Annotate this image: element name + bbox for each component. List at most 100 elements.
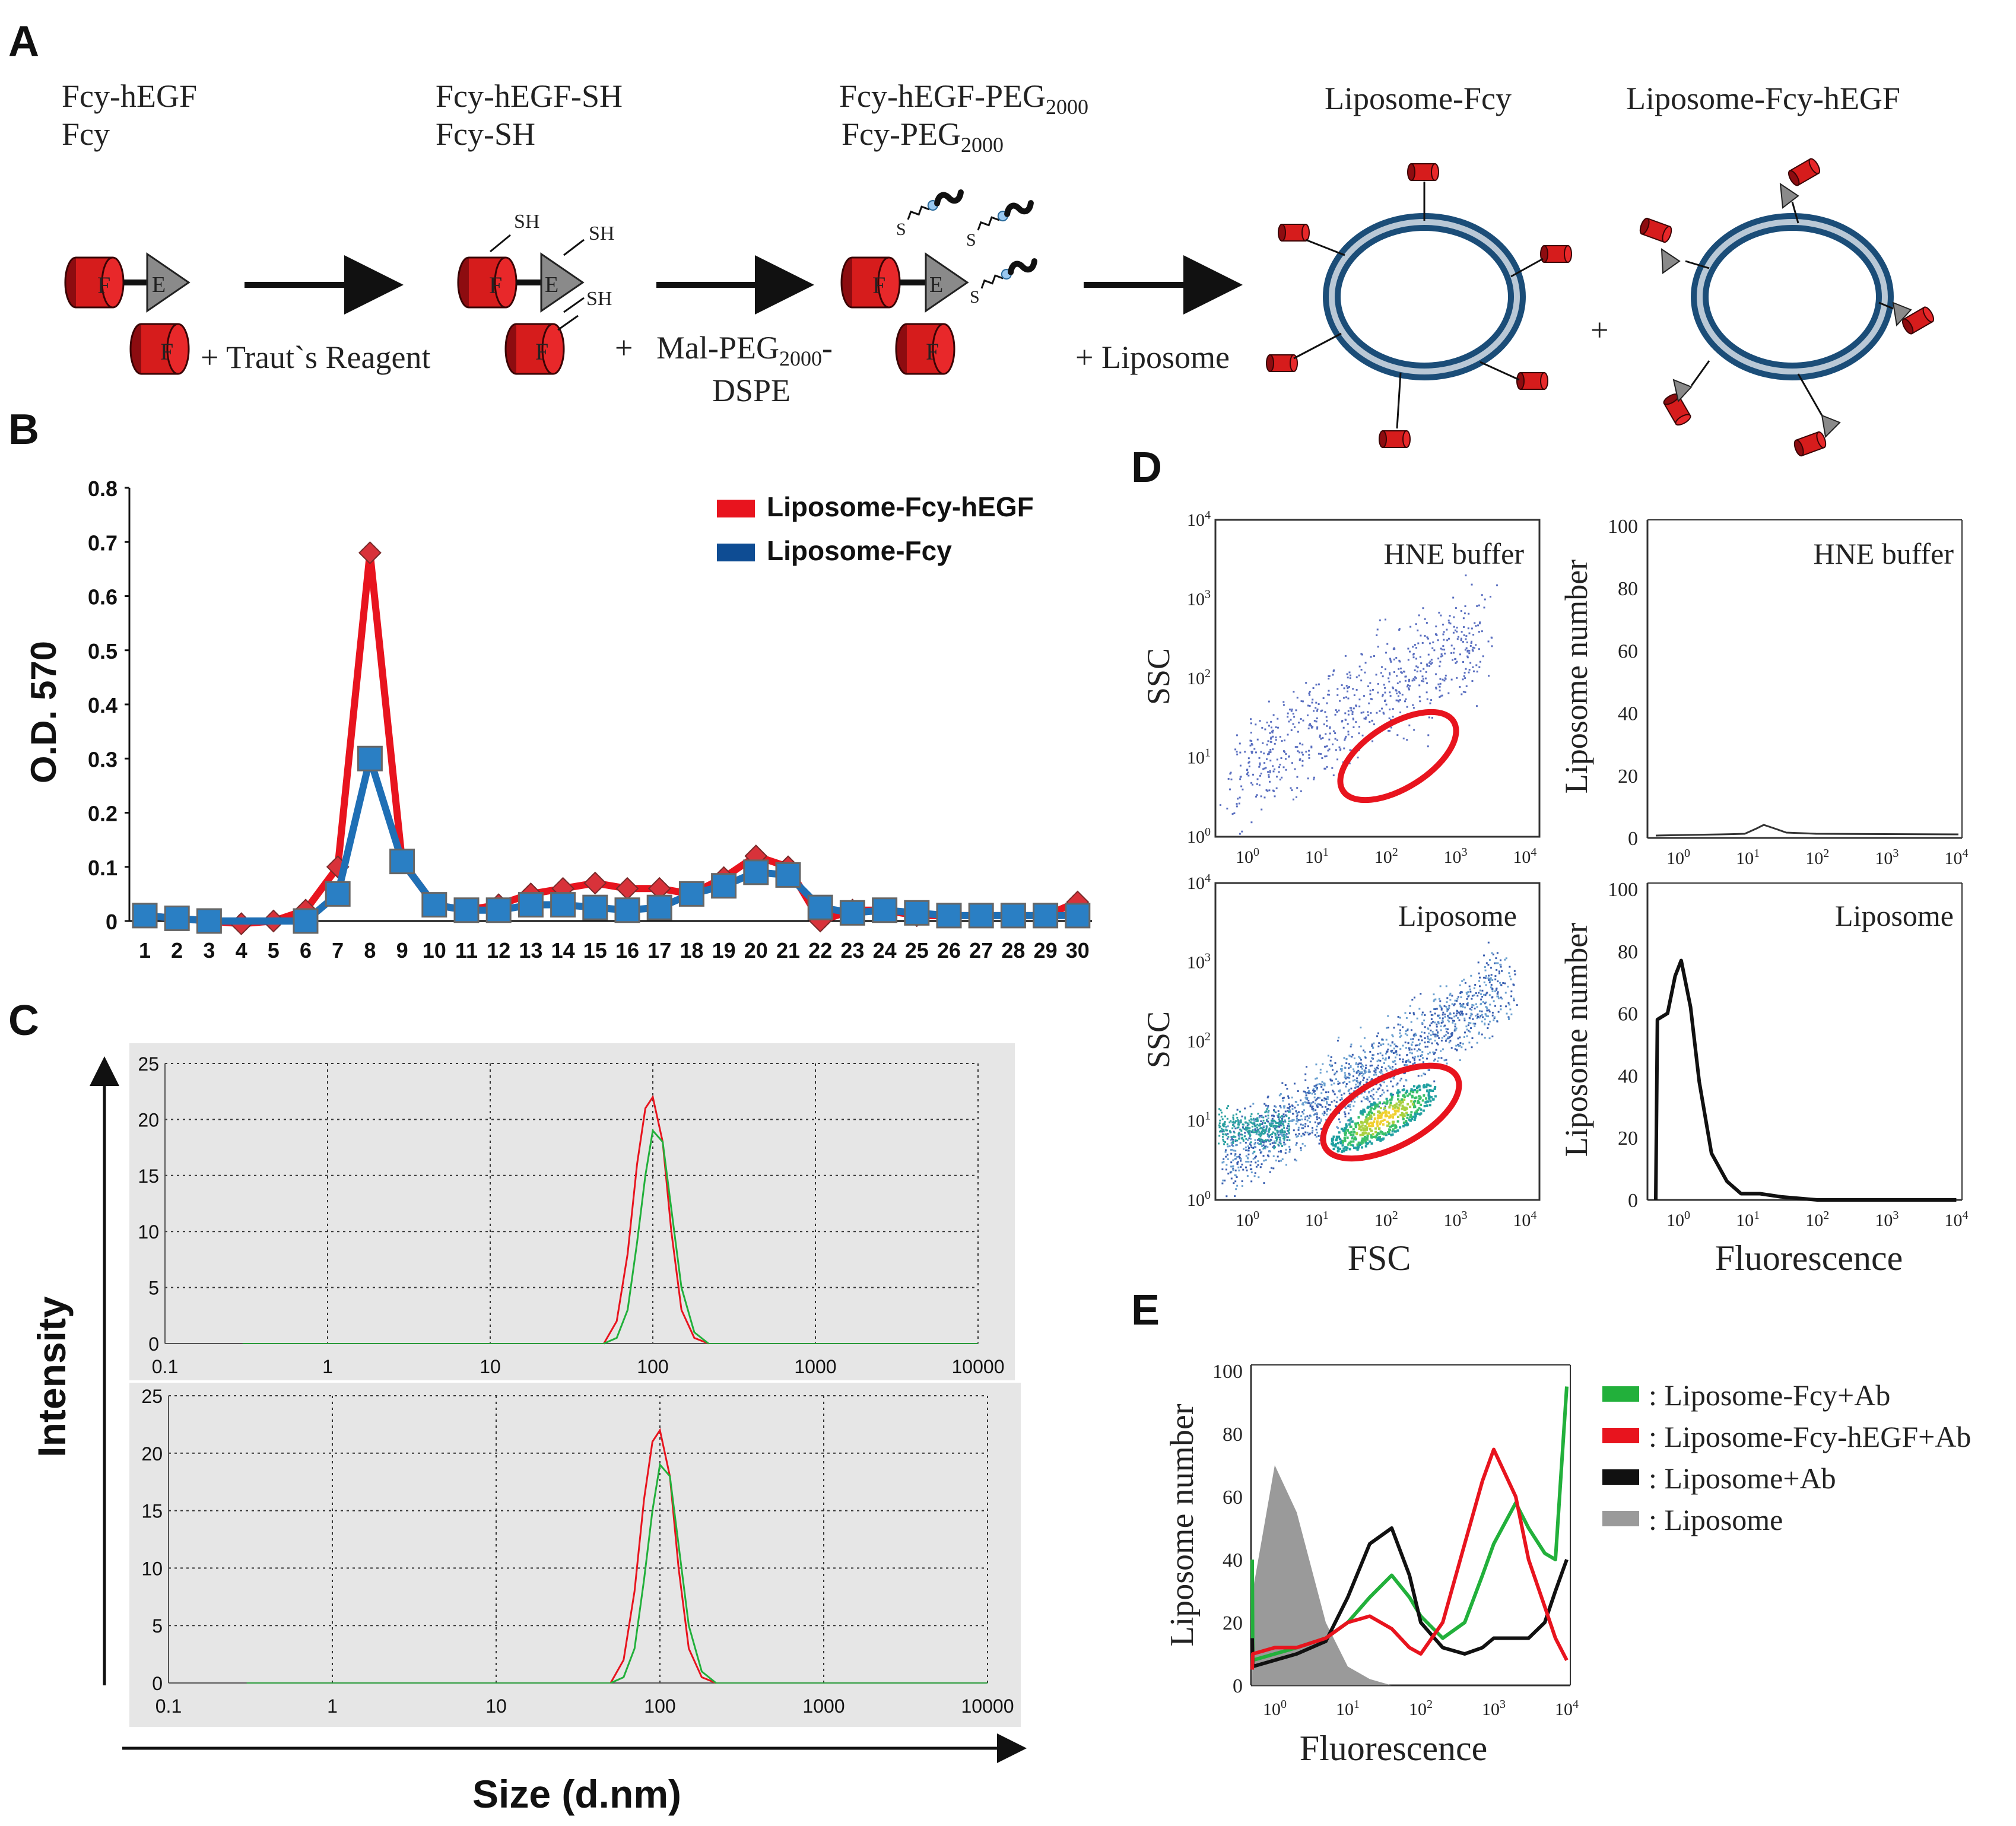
d-dot xyxy=(1468,669,1471,671)
d-dot xyxy=(1316,1083,1319,1085)
d-dot xyxy=(1461,637,1463,640)
d-dot xyxy=(1355,1063,1357,1065)
d-dot xyxy=(1256,783,1258,785)
d-dot xyxy=(1402,1058,1404,1060)
d-dot xyxy=(1323,1110,1326,1113)
d-dot xyxy=(1246,773,1249,776)
d-dot xyxy=(1315,720,1317,723)
d-dot xyxy=(1237,1166,1240,1168)
d-dot xyxy=(1452,659,1454,661)
d-dot xyxy=(1393,1043,1396,1046)
d-dot xyxy=(1412,707,1415,709)
d-dot xyxy=(1269,1143,1272,1145)
d-dot xyxy=(1263,1103,1266,1105)
d-dot xyxy=(1447,1032,1449,1034)
d-dot xyxy=(1319,1103,1321,1106)
d-dot xyxy=(1405,698,1407,700)
d-dot xyxy=(1453,647,1456,650)
d-fsc-label: FSC xyxy=(1348,1238,1411,1278)
d-dot xyxy=(1239,1154,1241,1156)
d-dot xyxy=(1423,1020,1426,1022)
b-x-tick-label: 27 xyxy=(969,938,993,963)
d-edge-dot xyxy=(1249,1133,1251,1135)
d-dot xyxy=(1316,1132,1319,1134)
d-dot xyxy=(1316,717,1318,719)
d-core-dot xyxy=(1364,1145,1367,1148)
d-dot xyxy=(1369,690,1371,692)
d-dot xyxy=(1456,1010,1459,1012)
d-dot xyxy=(1441,655,1443,657)
d-edge-dot xyxy=(1284,1137,1286,1139)
e-legend-swatch-green xyxy=(1602,1386,1639,1402)
d-dot xyxy=(1287,712,1289,714)
d-dot xyxy=(1440,655,1442,658)
d-dot xyxy=(1302,1127,1304,1129)
d-dot xyxy=(1445,985,1447,987)
d-dot xyxy=(1244,1142,1247,1144)
d-dot xyxy=(1430,663,1432,665)
d-dot xyxy=(1396,693,1398,695)
d-dot xyxy=(1450,1035,1453,1037)
d-dot xyxy=(1481,1010,1483,1012)
d-dot xyxy=(1272,729,1274,732)
d-core-dot xyxy=(1428,1097,1431,1100)
d-dot xyxy=(1414,1048,1416,1050)
d-edge-dot xyxy=(1276,1131,1278,1133)
d-edge-dot xyxy=(1277,1122,1280,1125)
d-core-dot xyxy=(1370,1112,1373,1114)
d-core-dot xyxy=(1392,1105,1395,1108)
d-dot xyxy=(1418,696,1421,698)
d-dot xyxy=(1221,1168,1224,1170)
d-dot xyxy=(1289,1110,1291,1112)
d-dot xyxy=(1250,740,1253,742)
d-dot xyxy=(1221,1161,1224,1164)
d-title-lipo-scatter: Liposome xyxy=(1398,899,1517,932)
d-core-dot xyxy=(1426,1089,1429,1092)
d-dot xyxy=(1423,680,1425,682)
d-dot xyxy=(1364,671,1366,674)
d-dot xyxy=(1464,691,1466,694)
d-edge-dot xyxy=(1250,1141,1252,1144)
b-x-tick-label: 5 xyxy=(268,938,280,963)
d-core-dot xyxy=(1418,1095,1421,1098)
d-dot xyxy=(1485,975,1487,977)
d-dot xyxy=(1291,1105,1294,1107)
d-dot xyxy=(1326,1101,1328,1103)
d-dot xyxy=(1488,979,1490,981)
d-dot xyxy=(1313,1090,1316,1092)
d-dot xyxy=(1350,1087,1353,1090)
d-dot xyxy=(1463,672,1466,674)
d-dot xyxy=(1262,1155,1265,1157)
d-core-dot xyxy=(1405,1120,1408,1123)
d-dot xyxy=(1330,1065,1332,1068)
d-dot xyxy=(1321,1081,1323,1083)
d-dot xyxy=(1444,1040,1447,1042)
d-dot xyxy=(1326,1071,1328,1073)
d-dot xyxy=(1446,628,1448,631)
d-dot xyxy=(1381,1093,1383,1095)
d-dot xyxy=(1370,1090,1373,1092)
d-dot xyxy=(1489,595,1491,598)
d-core-dot xyxy=(1336,1150,1339,1153)
d-core-dot xyxy=(1411,1103,1414,1106)
d-edge-dot xyxy=(1223,1129,1225,1131)
d-dot xyxy=(1355,705,1357,707)
d-core-dot xyxy=(1361,1132,1364,1135)
d-core-dot xyxy=(1352,1140,1355,1143)
d-dot xyxy=(1389,658,1391,660)
d-dot xyxy=(1236,1109,1239,1111)
d-dot xyxy=(1325,716,1328,718)
d-core-dot xyxy=(1411,1095,1414,1098)
d-dot xyxy=(1508,1017,1510,1020)
d-dot xyxy=(1450,644,1453,647)
d-dot xyxy=(1439,690,1441,692)
b-x-tick-label: 23 xyxy=(840,938,864,963)
d-dot xyxy=(1405,1061,1408,1063)
d-dot xyxy=(1341,1097,1343,1099)
d-dot xyxy=(1312,1105,1314,1107)
d-dot xyxy=(1478,980,1481,982)
d-edge-dot xyxy=(1277,1114,1280,1117)
d-dot xyxy=(1491,996,1493,999)
d-core-dot xyxy=(1374,1102,1377,1105)
d-dot xyxy=(1347,690,1349,693)
